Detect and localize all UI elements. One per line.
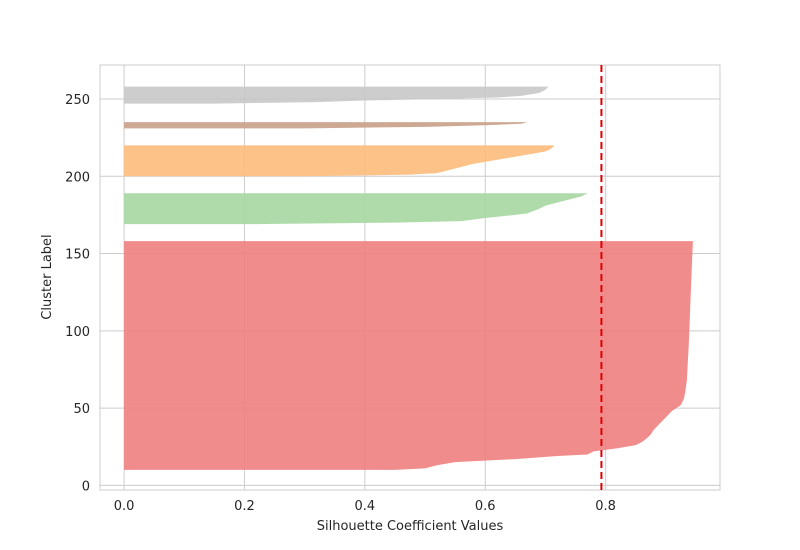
y-tick-label: 150 [65,248,90,263]
y-tick-label: 0 [82,479,90,494]
x-tick-label: 0.4 [355,499,376,514]
y-tick-label: 250 [65,93,90,108]
x-tick-label: 0.6 [475,499,496,514]
x-tick-label: 0.2 [234,499,255,514]
cluster-silhouettes [124,86,693,470]
tick-labels: 0.0 0.2 0.4 0.6 0.8 0 50 100 150 200 250 [65,93,616,514]
x-tick-label: 0.0 [114,499,135,514]
y-axis-label: Cluster Label [40,234,55,319]
cluster-silhouette-1 [124,193,588,225]
y-tick-label: 100 [65,325,90,340]
cluster-silhouette-0 [124,241,693,470]
cluster-silhouette-2 [124,145,555,177]
cluster-silhouette-3 [124,122,528,129]
cluster-silhouette-4 [124,86,549,104]
y-tick-label: 200 [65,170,90,185]
x-axis-label: Silhouette Coefficient Values [317,519,504,534]
y-tick-label: 50 [73,402,90,417]
x-tick-label: 0.8 [595,499,616,514]
